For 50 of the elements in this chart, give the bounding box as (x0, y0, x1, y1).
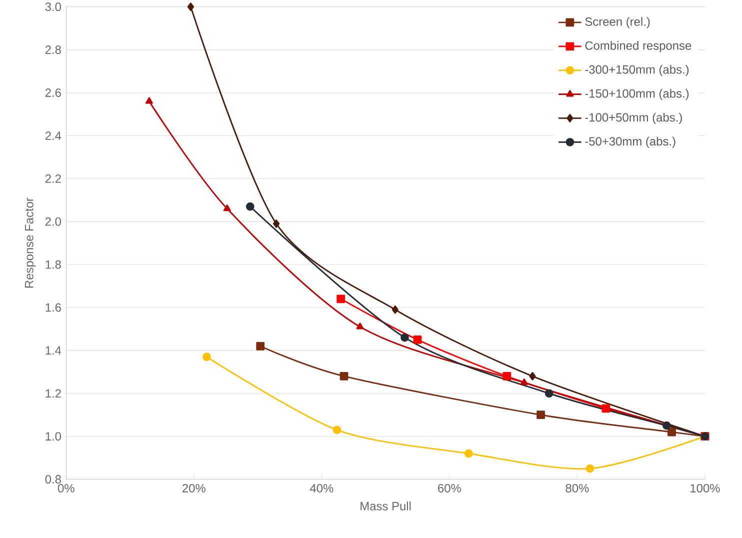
legend-label: -150+100mm (abs.) (585, 88, 689, 100)
y-axis-title: Response Factor (25, 198, 36, 288)
point (145, 97, 153, 104)
y-tick-label: 2.8 (45, 46, 61, 54)
x-tick-label: 20% (182, 484, 206, 493)
point (187, 2, 194, 12)
point (668, 428, 676, 436)
x-tick-label: 80% (566, 484, 589, 493)
y-tick-label: 2.2 (45, 174, 61, 183)
y-tick-label: 1.0 (46, 432, 61, 441)
point (340, 372, 348, 380)
point (413, 336, 422, 344)
x-tick-label: 100% (690, 484, 720, 493)
x-tick-label: 40% (310, 484, 334, 493)
point (336, 294, 346, 304)
y-tick-label: 3.0 (45, 2, 61, 12)
point (464, 449, 473, 458)
point (602, 404, 610, 413)
point (586, 464, 594, 473)
point (502, 372, 512, 380)
point (392, 306, 398, 314)
point (202, 352, 211, 362)
legend-label: -300+150mm (abs.) (585, 65, 689, 76)
point (223, 204, 231, 212)
point (520, 378, 528, 386)
point (400, 333, 409, 342)
legend-label: Combined response (585, 41, 692, 52)
x-axis-title: Mass Pull (360, 502, 411, 510)
point (529, 372, 536, 380)
point (544, 389, 554, 398)
point (246, 202, 254, 211)
legend-label: -100+50mm (abs.) (585, 112, 682, 124)
y-tick-label: 1.4 (46, 346, 62, 355)
y-tick-label: 1.2 (46, 389, 61, 398)
x-tick-label: 0% (58, 484, 74, 493)
legend-label: Screen (rel.) (585, 17, 650, 28)
legend-label: -50+30mm (abs.) (585, 136, 676, 148)
point (256, 342, 265, 350)
y-tick-label: 1.6 (46, 303, 61, 312)
y-tick-label: 2.6 (45, 88, 61, 98)
point (536, 410, 545, 420)
point (356, 322, 364, 330)
y-tick-label: 0.8 (45, 475, 61, 484)
x-tick-label: 60% (438, 484, 461, 493)
point (332, 426, 342, 434)
point (662, 421, 671, 430)
y-tick-label: 1.8 (46, 260, 61, 269)
y-tick-label: 2.0 (45, 217, 61, 226)
point (273, 220, 280, 228)
y-tick-label: 2.4 (45, 132, 62, 140)
